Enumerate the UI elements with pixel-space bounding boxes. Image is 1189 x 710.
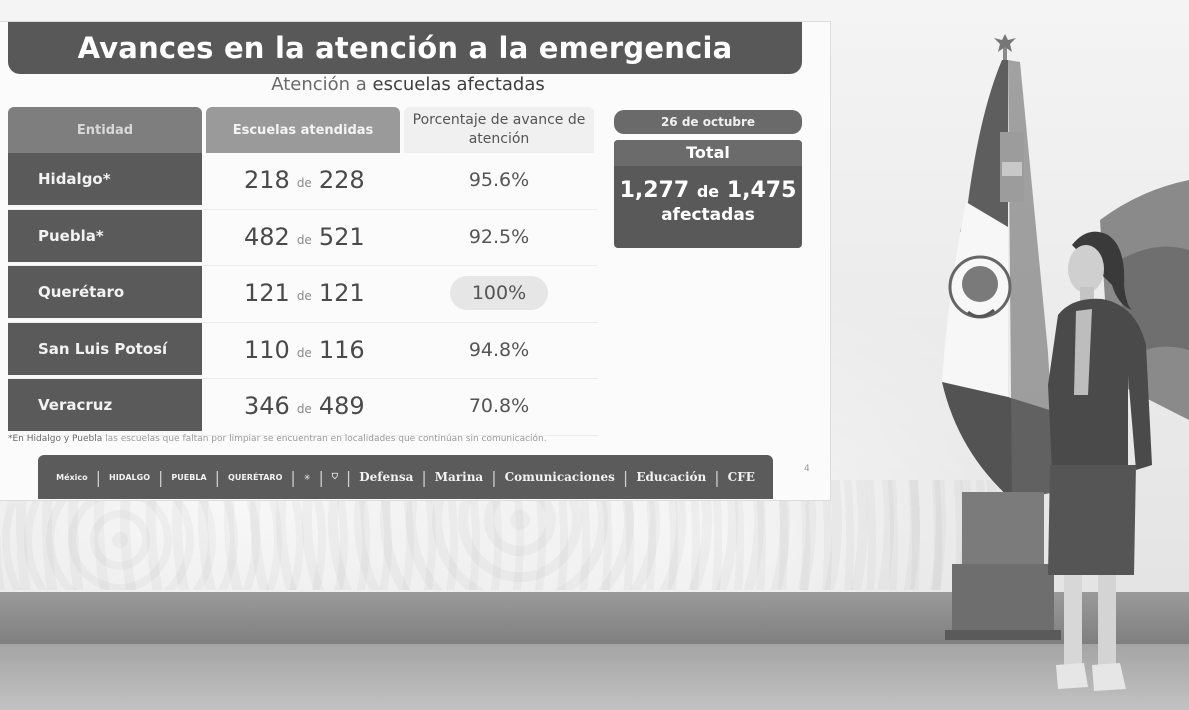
entity-cell: Puebla*: [8, 209, 202, 264]
total-value: 521: [318, 222, 365, 251]
date-badge: 26 de octubre: [614, 110, 802, 134]
percent-cell: 92.5%: [468, 225, 530, 248]
schools-count-cell: 110 de 116: [244, 323, 365, 377]
total-connector: de: [696, 182, 720, 201]
queretaro-logo: QUERÉTARO: [228, 472, 283, 482]
pedestal-foot: [945, 630, 1061, 640]
connector-de: de: [296, 402, 312, 417]
total-value: 489: [318, 392, 365, 421]
flag-pedestal: [962, 492, 1044, 567]
footnote-prefix: *En Hidalgo y Puebla: [8, 434, 103, 444]
logo-separator: |: [622, 467, 629, 487]
slide-subtitle: Atención a escuelas afectadas: [0, 74, 816, 95]
total-summary-box: Total 1,277 de 1,475 afectadas: [614, 140, 802, 248]
table-row: San Luis Potosí 110 de 116 94.8%: [8, 322, 598, 380]
attended-value: 110: [244, 335, 290, 364]
total-affected: 1,475: [726, 178, 797, 203]
percent-cell: 94.8%: [468, 338, 530, 361]
slide-page-number: 4: [804, 464, 810, 474]
slide-title-bar: Avances en la atención a la emergencia: [8, 22, 802, 74]
total-label: afectadas: [661, 205, 755, 225]
logo-separator: |: [158, 467, 164, 487]
schools-count-cell: 482 de 521: [244, 210, 365, 264]
stage-floor: [0, 644, 1189, 710]
logo-separator: |: [290, 467, 296, 487]
table-row: Querétaro 121 de 121 100%: [8, 266, 598, 323]
logo-separator: |: [345, 467, 352, 487]
connector-de: de: [296, 232, 312, 247]
attended-value: 482: [244, 222, 290, 251]
defensa-logo: Defensa: [359, 470, 414, 484]
total-value: 121: [318, 279, 365, 308]
header-entidad: Entidad: [8, 107, 202, 153]
footnote-text: las escuelas que faltan por limpiar se e…: [105, 434, 547, 444]
hidalgo-logo: HIDALGO: [109, 472, 151, 482]
logo-separator: |: [491, 467, 497, 487]
connector-de: de: [296, 345, 312, 360]
marina-logo: Marina: [434, 470, 484, 484]
pedestal-base: [952, 564, 1054, 634]
attended-value: 346: [244, 392, 290, 421]
footnote: *En Hidalgo y Puebla las escuelas que fa…: [8, 434, 808, 444]
slide-title: Avances en la atención a la emergencia: [77, 31, 733, 65]
puebla-logo: PUEBLA: [171, 472, 207, 482]
subtitle-prefix: Atención a: [271, 74, 367, 95]
logo-separator: |: [95, 467, 102, 487]
educacion-logo: Educación: [636, 470, 707, 484]
total-heading: Total: [614, 140, 802, 166]
table-row: Puebla* 482 de 521 92.5%: [8, 209, 598, 267]
header-escuelas-atendidas: Escuelas atendidas: [206, 107, 400, 153]
entity-cell: Veracruz: [8, 379, 202, 434]
total-attended: 1,277: [619, 178, 690, 203]
entity-cell: Querétaro: [8, 266, 202, 321]
attended-value: 121: [244, 279, 290, 308]
schools-count-cell: 346 de 489: [244, 379, 365, 433]
logo-separator: |: [421, 467, 427, 487]
percent-cell: 70.8%: [468, 395, 530, 418]
attended-value: 218: [244, 166, 290, 194]
schools-table-body: Hidalgo* 218 de 228 95.6% Puebla* 482 de 521…: [8, 153, 598, 436]
connector-de: de: [296, 289, 312, 304]
schools-count-cell: 121 de 121: [244, 266, 365, 320]
presenter-figure: [1048, 231, 1152, 691]
gobierno-mexico-logo: México: [56, 472, 88, 482]
total-value: 116: [318, 335, 365, 364]
veracruz-shield-icon: ⛉: [331, 472, 338, 481]
schools-count-cell: 218 de 228: [244, 153, 365, 207]
percent-cell: 100%: [404, 266, 594, 320]
mexican-flag: [942, 60, 1056, 500]
table-row: Veracruz 346 de 489 70.8%: [8, 379, 598, 436]
subtitle-emphasis: escuelas afectadas: [372, 74, 545, 95]
percent-highlight-pill: 100%: [449, 276, 549, 311]
eagle-finial-icon: [994, 34, 1016, 52]
presentation-slide: Avances en la atención a la emergencia A…: [0, 22, 830, 500]
header-porcentaje: Porcentaje de avance de atención: [404, 107, 594, 153]
connector-de: de: [296, 176, 312, 190]
entity-cell: San Luis Potosí: [8, 322, 202, 377]
total-numbers: 1,277 de 1,475: [614, 178, 802, 203]
entity-cell: Hidalgo*: [8, 153, 202, 207]
logo-separator: |: [318, 467, 324, 487]
logo-separator: |: [214, 467, 221, 487]
cfe-logo: CFE: [727, 470, 755, 484]
table-row: Hidalgo* 218 de 228 95.6%: [8, 153, 598, 210]
percent-cell: 95.6%: [468, 169, 530, 191]
institution-logo-bar: México | HIDALGO | PUEBLA | QUERÉTARO | …: [38, 455, 773, 499]
san-luis-potosi-logo-icon: ✳: [303, 472, 311, 482]
total-value: 228: [318, 166, 365, 194]
comunicaciones-logo: Comunicaciones: [504, 470, 615, 484]
logo-separator: |: [714, 467, 720, 487]
